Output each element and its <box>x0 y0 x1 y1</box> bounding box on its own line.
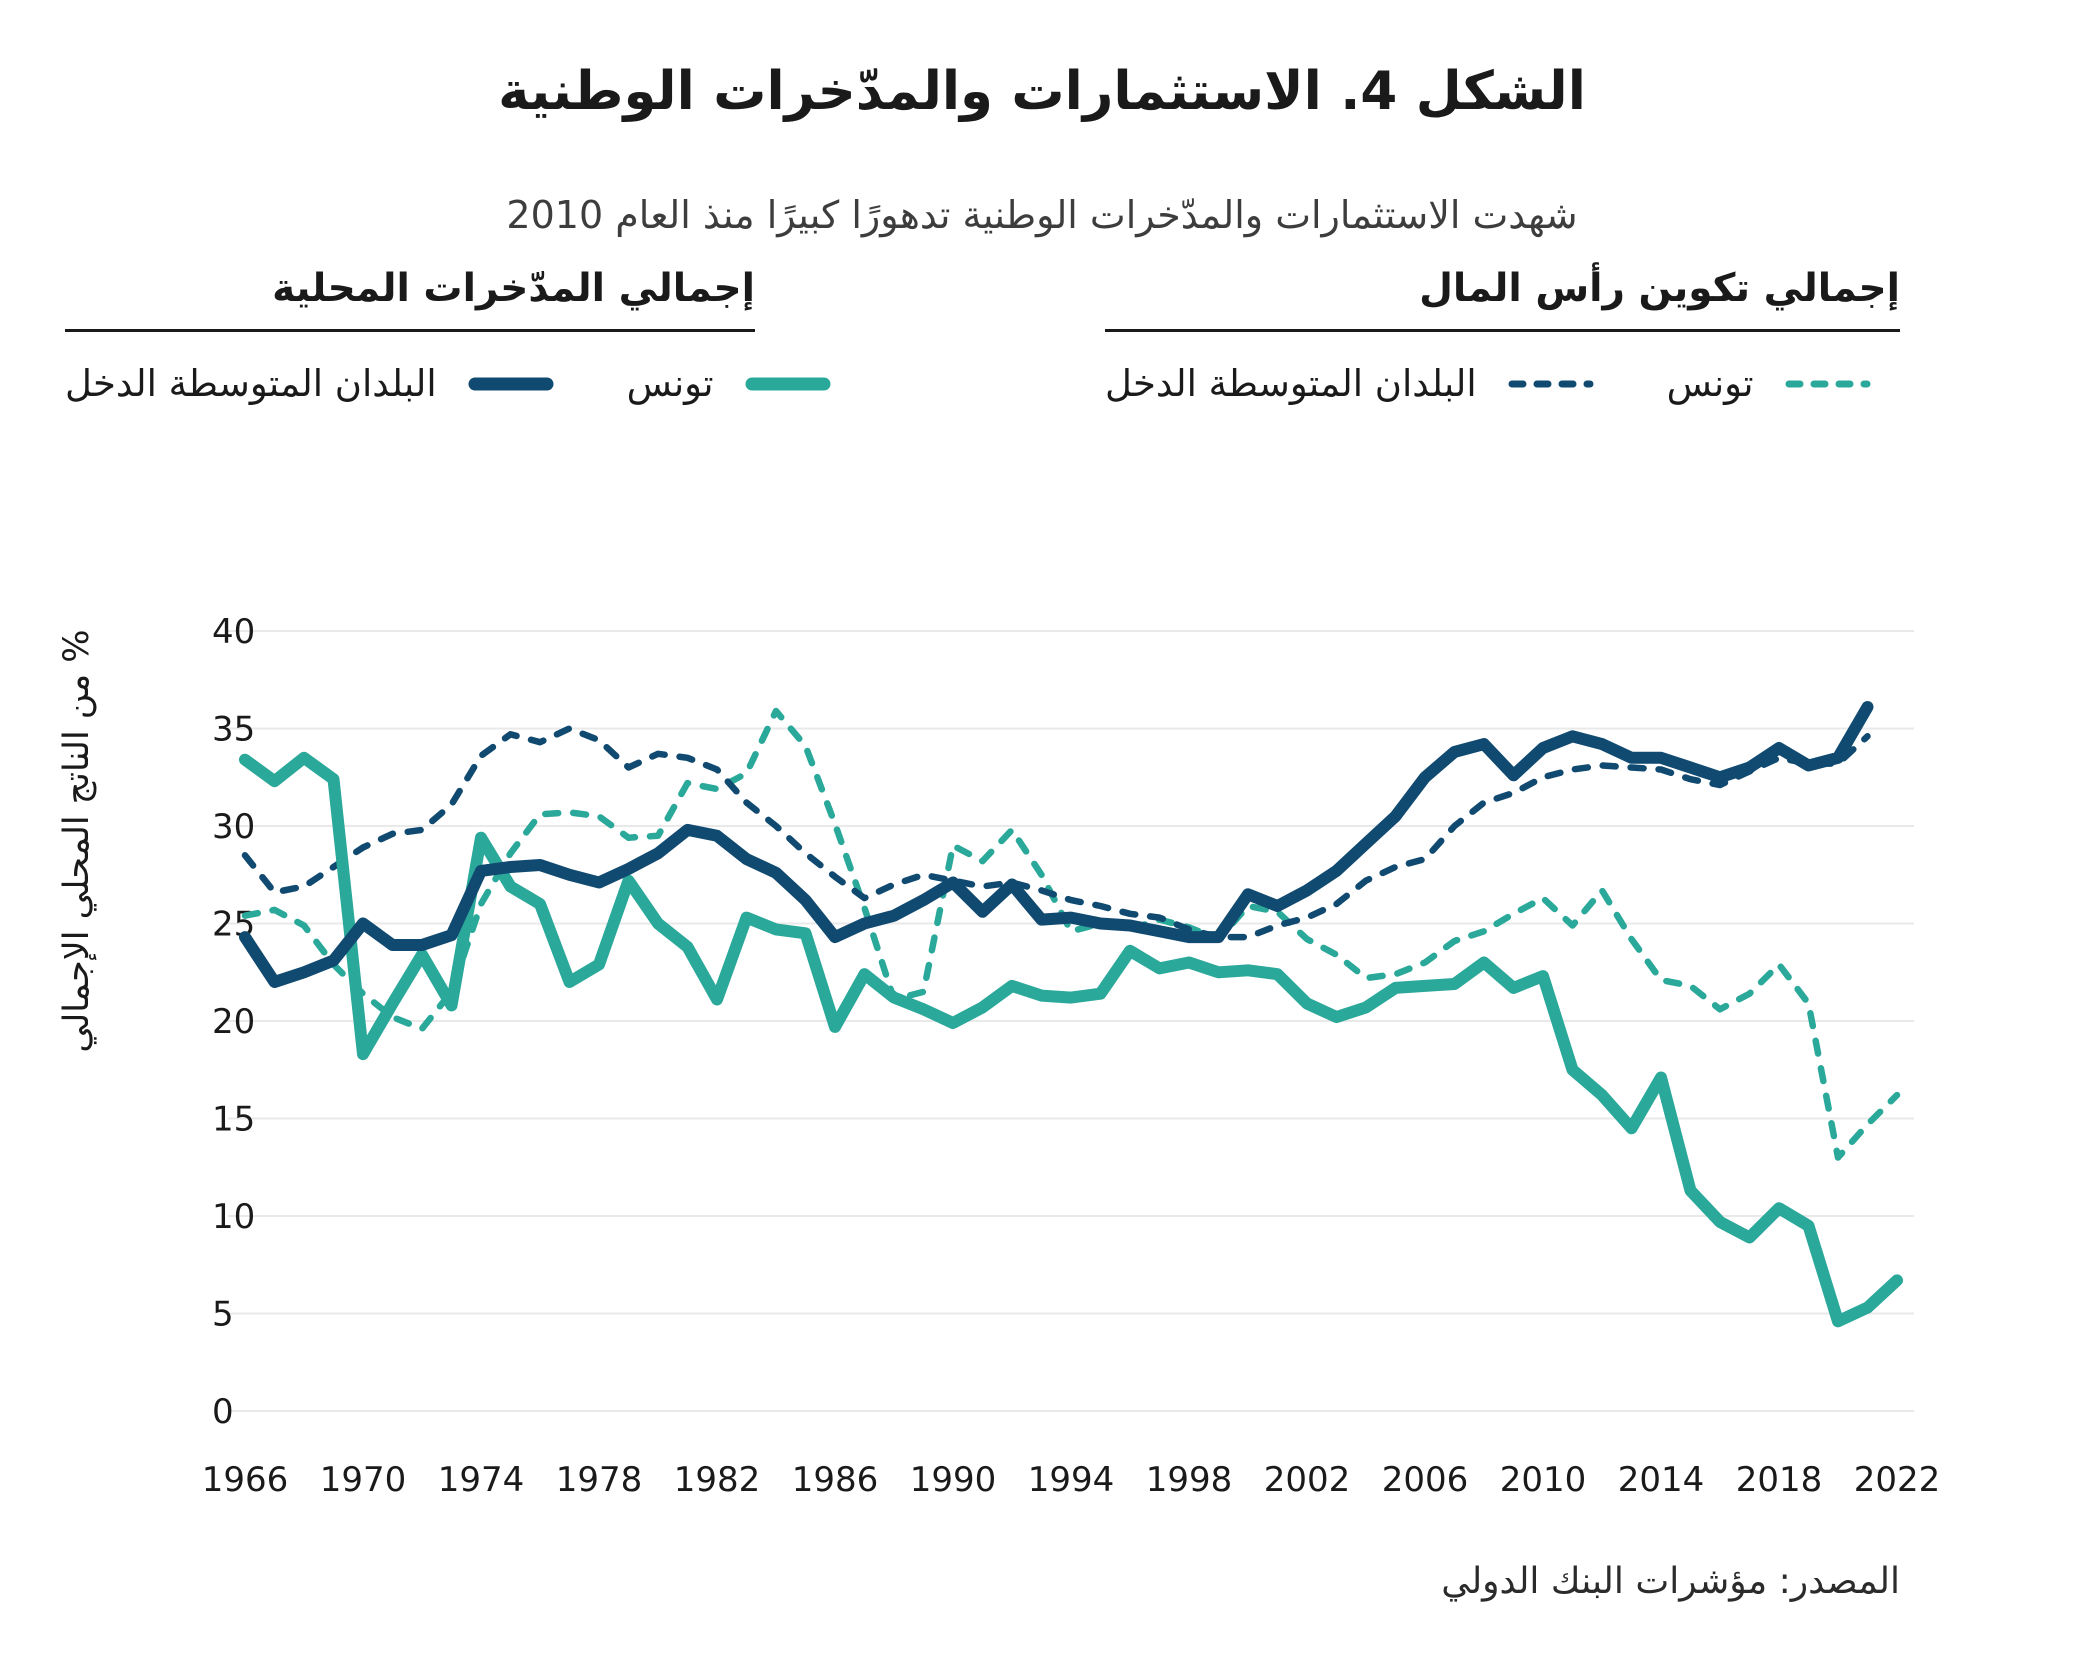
legend-item-mic-capital-formation: البلدان المتوسطة الدخل <box>1105 362 1595 405</box>
series-line <box>241 725 1871 941</box>
x-tick-label: 1982 <box>674 1460 761 1500</box>
legend-item-tunisia-capital-formation: تونس <box>1667 362 1872 405</box>
x-tick-label: 2010 <box>1500 1460 1587 1500</box>
x-tick-label: 1974 <box>438 1460 525 1500</box>
x-tick-label: 2006 <box>1382 1460 1469 1500</box>
dashed-teal-line-swatch <box>1785 380 1871 388</box>
legend-items: تونس البلدان المتوسطة الدخل <box>1105 362 1900 405</box>
legend-items: تونس البلدان المتوسطة الدخل <box>65 362 831 405</box>
legend-group-domestic-savings: إجمالي المدّخرات المحلية تونس البلدان ال… <box>65 266 831 405</box>
y-tick-label: 5 <box>212 1295 234 1335</box>
dashed-navy-line-swatch <box>1508 380 1594 388</box>
legend-group-title: إجمالي المدّخرات المحلية <box>65 266 755 333</box>
legend-group-capital-formation: إجمالي تكوين رأس المال تونس البلدان المت… <box>1105 266 1900 405</box>
x-tick-label: 2014 <box>1618 1460 1705 1500</box>
x-tick-label: 2002 <box>1264 1460 1351 1500</box>
page-title: الشكل 4. الاستثمارات والمدّخرات الوطنية <box>498 61 1586 122</box>
y-tick-label: 15 <box>212 1100 255 1140</box>
y-tick-label: 20 <box>212 1002 255 1042</box>
y-tick-label: 10 <box>212 1197 255 1237</box>
x-tick-label: 1978 <box>556 1460 643 1500</box>
x-tick-label: 1998 <box>1146 1460 1233 1500</box>
x-tick-label: 1986 <box>792 1460 879 1500</box>
page-subtitle: شهدت الاستثمارات والمدّخرات الوطنية تدهو… <box>506 192 1578 237</box>
series-line <box>241 708 1901 1162</box>
x-tick-label: 1966 <box>202 1460 289 1500</box>
solid-teal-line-swatch <box>745 377 831 391</box>
x-tick-label: 1970 <box>320 1460 407 1500</box>
legend-item-mic-domestic-savings: البلدان المتوسطة الدخل <box>65 362 555 405</box>
legend-item-label: تونس <box>626 362 714 406</box>
legend-item-label: البلدان المتوسطة الدخل <box>65 362 437 406</box>
legend: إجمالي تكوين رأس المال تونس البلدان المت… <box>65 266 1900 405</box>
y-tick-label: 35 <box>212 710 255 750</box>
y-tick-label: 0 <box>212 1392 234 1432</box>
legend-item-tunisia-domestic-savings: تونس <box>627 362 832 405</box>
legend-item-label: تونس <box>1666 362 1754 406</box>
x-tick-label: 2018 <box>1736 1460 1823 1500</box>
solid-navy-line-swatch <box>468 377 554 391</box>
y-tick-label: 40 <box>212 612 255 652</box>
series-line <box>239 701 1874 989</box>
series-line <box>239 752 1903 1328</box>
legend-group-title: إجمالي تكوين رأس المال <box>1105 266 1900 333</box>
y-tick-label: 30 <box>212 807 255 847</box>
x-tick-label: 1994 <box>1028 1460 1115 1500</box>
source-note: المصدر: مؤشرات البنك الدولي <box>1441 1561 1900 1603</box>
legend-item-label: البلدان المتوسطة الدخل <box>1105 362 1477 406</box>
x-tick-label: 1990 <box>910 1460 997 1500</box>
x-tick-label: 2022 <box>1854 1460 1941 1500</box>
y-axis-title: % من الناتج المحلي الإجمالي <box>57 630 97 1053</box>
